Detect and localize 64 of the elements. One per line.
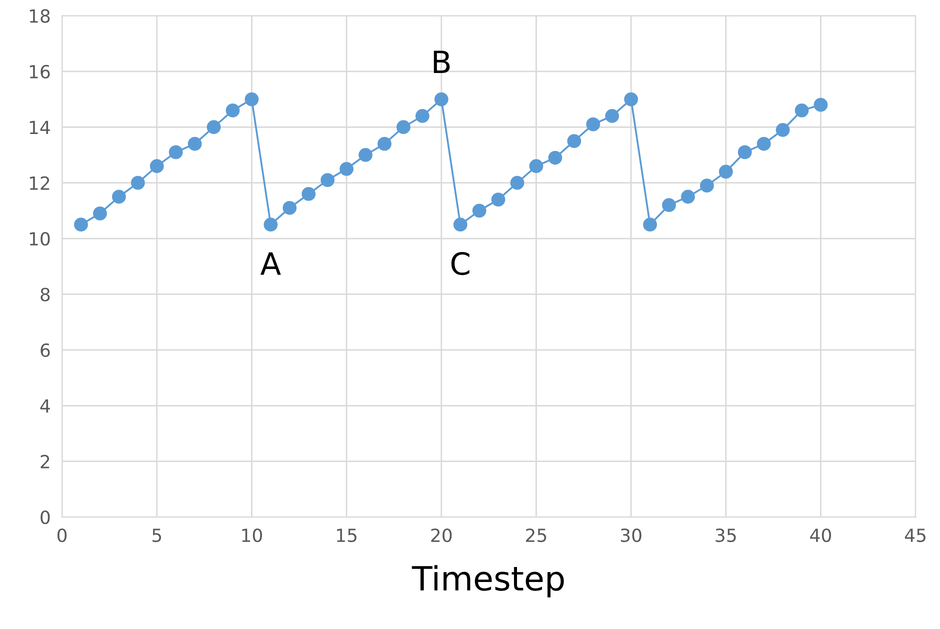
x-tick-label: 0 bbox=[57, 528, 67, 542]
point bbox=[756, 136, 771, 151]
y-tick-label: 8 bbox=[40, 288, 50, 302]
point bbox=[586, 117, 600, 132]
x-tick-label: 15 bbox=[337, 528, 356, 542]
y-tick-label: 4 bbox=[40, 399, 50, 412]
point bbox=[643, 218, 657, 232]
point bbox=[358, 148, 372, 162]
point bbox=[396, 120, 410, 134]
point bbox=[378, 136, 392, 151]
point bbox=[320, 173, 335, 187]
point bbox=[491, 192, 506, 206]
point bbox=[130, 176, 145, 190]
y-tick-label: 16 bbox=[30, 64, 50, 79]
point bbox=[472, 204, 486, 218]
point bbox=[453, 218, 468, 232]
y-tick-label: 6 bbox=[40, 343, 50, 358]
x-tick-label: 45 bbox=[904, 528, 926, 542]
y-tick-label: 0 bbox=[40, 510, 50, 524]
point bbox=[264, 218, 278, 232]
y-tick-label: 18 bbox=[30, 9, 50, 23]
annotation: C bbox=[451, 252, 470, 276]
point bbox=[814, 98, 828, 112]
point bbox=[738, 145, 752, 160]
point bbox=[188, 136, 202, 151]
y-tick-label: 14 bbox=[30, 120, 50, 134]
x-tick-label: 5 bbox=[152, 528, 162, 542]
point bbox=[681, 190, 695, 204]
point bbox=[206, 120, 221, 134]
y-tick-label: 10 bbox=[30, 232, 50, 246]
point bbox=[244, 92, 259, 106]
point bbox=[74, 218, 88, 232]
x-tick-label: 40 bbox=[810, 528, 832, 542]
x-axis-title: Timestep bbox=[412, 565, 564, 598]
point bbox=[776, 122, 790, 137]
point bbox=[168, 145, 183, 160]
point bbox=[662, 198, 676, 212]
annotation: A bbox=[260, 252, 281, 275]
point bbox=[605, 109, 620, 123]
point bbox=[302, 187, 316, 201]
annotation: B bbox=[434, 50, 450, 73]
point bbox=[340, 162, 354, 176]
point bbox=[434, 92, 448, 106]
point bbox=[510, 176, 524, 190]
point bbox=[93, 206, 107, 220]
point bbox=[548, 150, 562, 165]
x-tick-label: 35 bbox=[716, 528, 736, 542]
point bbox=[529, 159, 544, 174]
point bbox=[282, 200, 297, 215]
x-tick-label: 25 bbox=[526, 528, 546, 542]
point bbox=[718, 164, 733, 179]
point bbox=[624, 92, 638, 106]
point bbox=[415, 109, 430, 123]
x-tick-label: 10 bbox=[242, 528, 262, 542]
point bbox=[700, 178, 714, 193]
point bbox=[226, 103, 240, 118]
y-tick-label: 12 bbox=[30, 176, 50, 190]
point bbox=[567, 134, 582, 148]
x-tick-label: 30 bbox=[620, 528, 642, 542]
y-tick-label: 2 bbox=[40, 454, 50, 468]
point bbox=[150, 159, 164, 174]
point bbox=[112, 190, 126, 204]
point bbox=[794, 103, 809, 118]
x-tick-label: 20 bbox=[431, 528, 452, 542]
